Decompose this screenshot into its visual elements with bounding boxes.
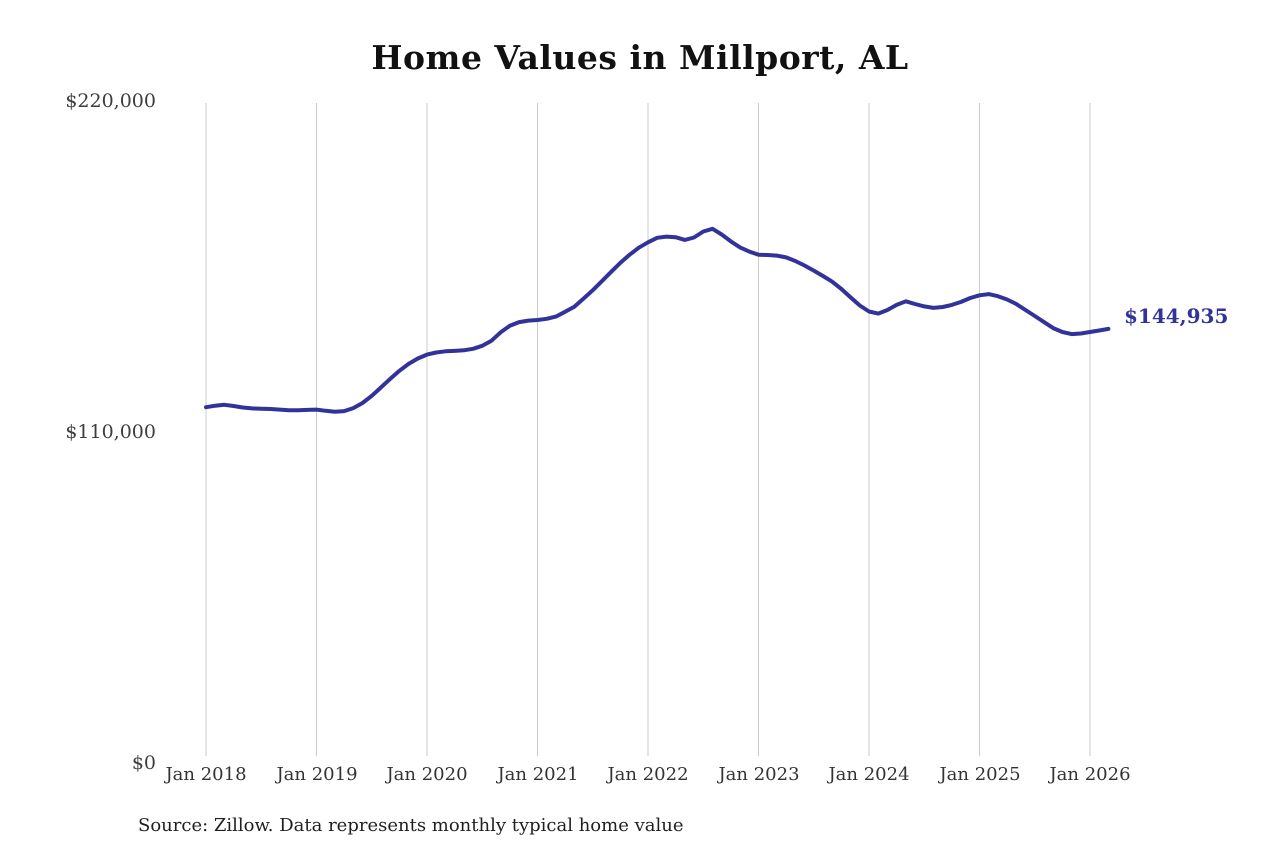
y-axis-tick-label: $110,000 — [65, 421, 156, 443]
x-axis-tick-label: Jan 2023 — [718, 764, 800, 785]
y-axis-tick-label: $220,000 — [65, 90, 156, 112]
x-axis-tick-label: Jan 2020 — [386, 764, 468, 785]
gridlines — [205, 103, 1091, 756]
x-axis-tick-label: Jan 2026 — [1049, 764, 1131, 785]
x-axis-tick-label: Jan 2021 — [497, 764, 579, 785]
source-note: Source: Zillow. Data represents monthly … — [138, 815, 684, 836]
x-axis-tick-label: Jan 2024 — [828, 764, 910, 785]
x-axis-tick-label: Jan 2018 — [165, 764, 247, 785]
current-value-label: $144,935 — [1124, 304, 1229, 328]
x-axis-tick-label: Jan 2025 — [939, 764, 1021, 785]
x-axis-tick-label: Jan 2019 — [276, 764, 358, 785]
chart-title: Home Values in Millport, AL — [371, 38, 909, 77]
y-axis-tick-label: $0 — [131, 752, 156, 774]
x-axis-tick-label: Jan 2022 — [607, 764, 689, 785]
home-value-line — [204, 226, 1111, 414]
